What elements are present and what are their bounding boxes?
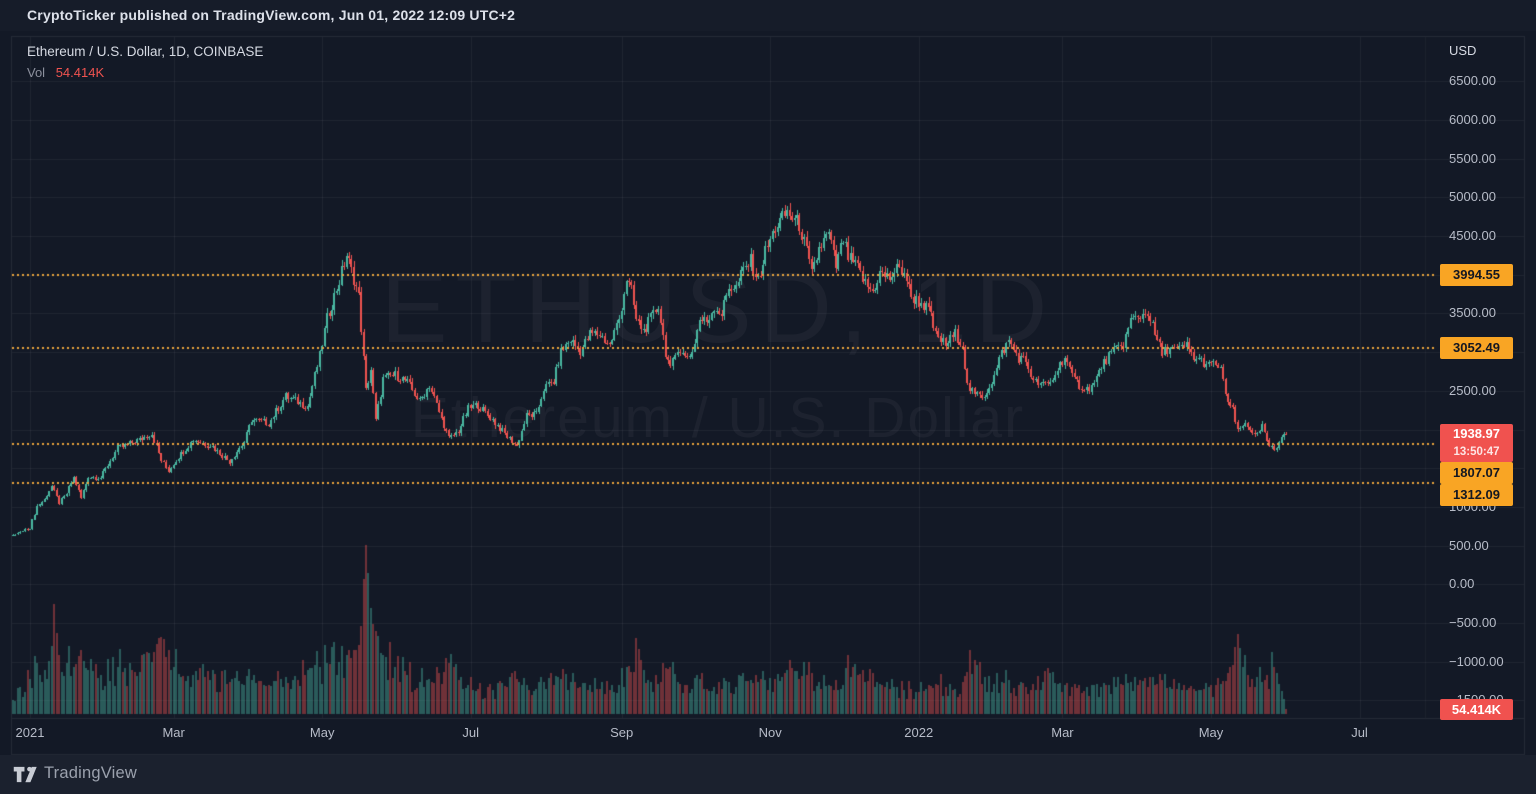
time-axis-tick: May	[309, 725, 335, 740]
price-axis-tick: 2500.00	[1449, 382, 1496, 398]
level-price-tag: 1807.07	[1440, 462, 1513, 484]
price-axis-tick: 5500.00	[1449, 150, 1496, 166]
level-price-tag: 3994.55	[1440, 264, 1513, 286]
time-axis-tick: Mar	[162, 725, 185, 740]
volume-label: Vol	[27, 65, 46, 80]
time-axis-tick: Mar	[1051, 725, 1074, 740]
time-axis-tick: Nov	[758, 725, 782, 740]
time-axis-tick: Jul	[462, 725, 480, 740]
last-price-value: 1938.97	[1453, 426, 1500, 441]
price-axis-tick: 0.00	[1449, 576, 1475, 592]
volume-tag: 54.414K	[1440, 699, 1513, 720]
time-axis-tick: Jul	[1351, 725, 1368, 740]
price-axis-tick: 5000.00	[1449, 189, 1496, 205]
price-axis-tick: 6000.00	[1449, 111, 1496, 127]
bar-countdown: 13:50:47	[1453, 446, 1500, 458]
price-axis-tick: −500.00	[1449, 615, 1497, 630]
tradingview-brand-text[interactable]: TradingView	[44, 764, 137, 782]
level-price-tag: 3052.49	[1440, 337, 1513, 359]
price-axis-tick: 3500.00	[1449, 305, 1496, 321]
time-axis-tick: 2022	[904, 725, 934, 740]
footer-bar: TradingView	[0, 755, 1536, 794]
level-price-tag: 1312.09	[1440, 484, 1513, 506]
price-axis-tick: 6500.00	[1449, 73, 1496, 89]
last-price-tag: 1938.97 13:50:47	[1440, 424, 1513, 462]
time-axis-tick: 2021	[15, 725, 45, 740]
chart-title[interactable]: Ethereum / U.S. Dollar, 1D, COINBASE	[27, 44, 264, 59]
volume-value: 54.414K	[55, 65, 105, 80]
price-axis-tick: 4500.00	[1449, 228, 1496, 243]
price-axis-tick: 500.00	[1449, 537, 1489, 553]
price-axis-tick: −1000.00	[1449, 653, 1504, 669]
time-axis-tick: Sep	[610, 725, 634, 740]
volume-legend: Vol 54.414K	[27, 65, 104, 80]
time-axis-tick: May	[1198, 725, 1224, 740]
tradingview-logo-icon[interactable]	[13, 765, 39, 784]
price-axis-unit: USD	[1449, 43, 1477, 58]
